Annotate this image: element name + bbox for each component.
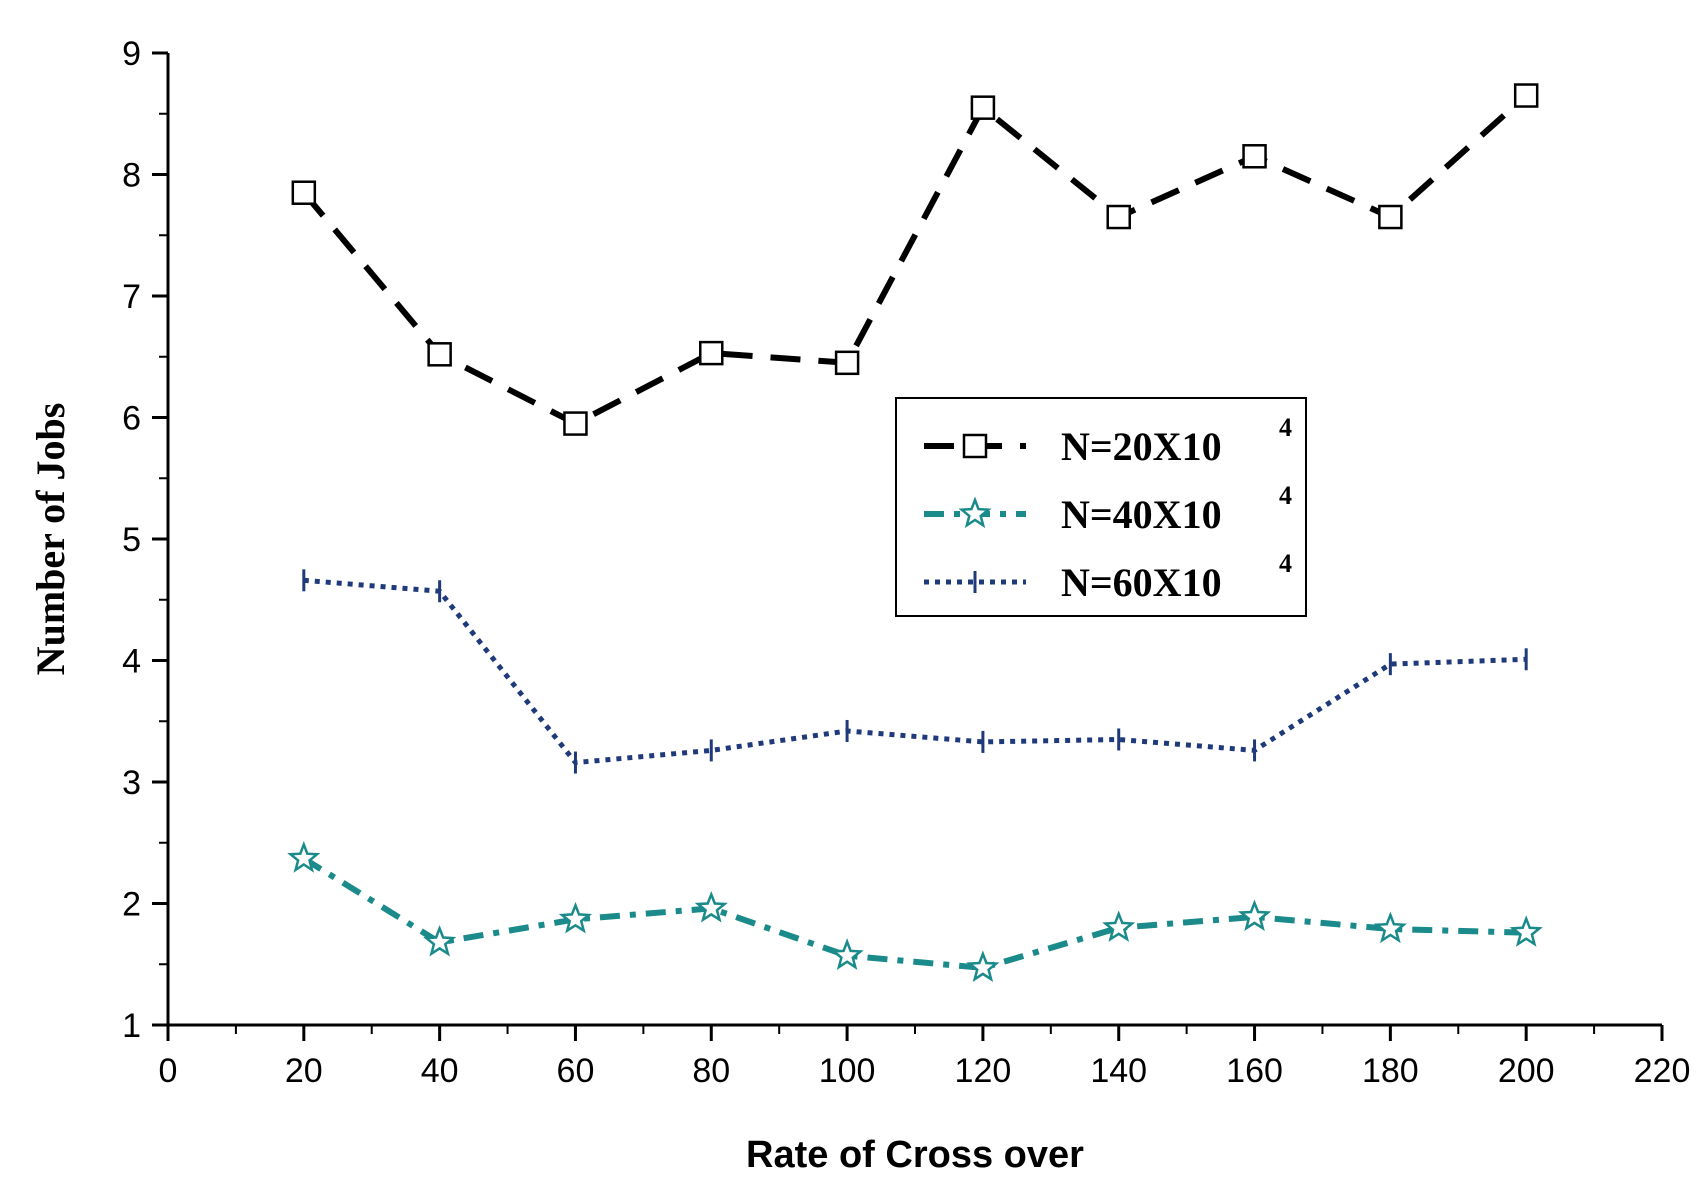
data-point bbox=[558, 901, 593, 934]
series-line bbox=[301, 93, 1529, 427]
x-tick-label: 180 bbox=[1362, 1052, 1419, 1090]
legend-marker bbox=[962, 433, 988, 459]
x-tick-label: 60 bbox=[557, 1052, 595, 1090]
y-tick-label: 3 bbox=[122, 764, 141, 802]
data-point bbox=[834, 350, 860, 376]
x-tick-label: 40 bbox=[421, 1052, 459, 1090]
legend: N=20X10 4 N=40X10 4 N=60X10 4 bbox=[895, 397, 1307, 617]
axes: 0 20 40 60 80 100 120 140 160 180 200 220 1 2 3 4 5 6 7 8 9 R… bbox=[28, 35, 1690, 1176]
x-tick-label: 20 bbox=[285, 1052, 323, 1090]
series-line bbox=[303, 577, 1527, 766]
y-tick-label: 1 bbox=[122, 1007, 141, 1045]
y-tick-label: 2 bbox=[122, 886, 141, 924]
x-tick-label: 100 bbox=[819, 1052, 876, 1090]
series-line bbox=[302, 855, 1527, 971]
x-tick-label: 80 bbox=[692, 1052, 730, 1090]
x-tick-label: 140 bbox=[1090, 1052, 1147, 1090]
legend-label: N=40X10 bbox=[1061, 492, 1222, 537]
data-point bbox=[1237, 899, 1272, 932]
y-tick-label: 6 bbox=[122, 400, 141, 438]
data-point bbox=[970, 95, 996, 120]
data-point bbox=[1106, 204, 1131, 230]
y-axis-title: Number of Jobs bbox=[28, 403, 73, 676]
y-tick-label: 9 bbox=[122, 35, 141, 73]
data-point bbox=[422, 924, 457, 957]
data-point bbox=[1378, 204, 1403, 230]
data-point bbox=[694, 890, 728, 923]
data-point bbox=[287, 840, 321, 873]
x-tick-label: 0 bbox=[159, 1052, 178, 1090]
legend-label: N=20X10 bbox=[1061, 424, 1222, 469]
data-point bbox=[1509, 915, 1543, 947]
legend-superscript: 4 bbox=[1279, 413, 1292, 442]
data-point bbox=[830, 938, 864, 970]
series-layer bbox=[287, 83, 1543, 983]
y-tick-label: 5 bbox=[122, 521, 141, 559]
data-point bbox=[966, 950, 1000, 983]
data-point bbox=[291, 180, 317, 205]
data-point bbox=[427, 342, 452, 367]
x-axis-title: Rate of Cross over bbox=[746, 1134, 1084, 1176]
data-point bbox=[563, 411, 588, 436]
legend-superscript: 4 bbox=[1279, 481, 1292, 510]
x-tick-label: 120 bbox=[955, 1052, 1012, 1090]
data-point bbox=[1242, 144, 1267, 169]
x-tick-label: 160 bbox=[1226, 1052, 1283, 1090]
series-2 bbox=[287, 840, 1543, 983]
y-tick-label: 4 bbox=[122, 643, 141, 681]
x-tick-label: 220 bbox=[1634, 1052, 1691, 1090]
series-3 bbox=[302, 569, 1528, 774]
legend-label: N=60X10 bbox=[1061, 560, 1222, 605]
y-tick-label: 7 bbox=[122, 278, 141, 316]
data-point bbox=[1373, 911, 1408, 944]
data-point bbox=[1102, 910, 1136, 942]
x-tick-label: 200 bbox=[1498, 1052, 1555, 1090]
legend-marker bbox=[958, 496, 992, 529]
series-1 bbox=[291, 83, 1539, 436]
data-point bbox=[699, 340, 724, 366]
y-tick-label: 8 bbox=[122, 157, 141, 195]
legend-superscript: 4 bbox=[1279, 549, 1292, 578]
data-point bbox=[1513, 83, 1539, 108]
